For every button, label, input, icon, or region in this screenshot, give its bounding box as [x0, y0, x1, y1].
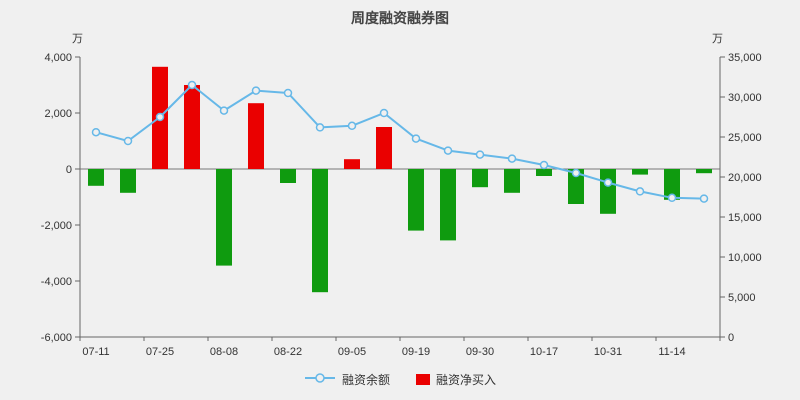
- chart-legend: 融资余额 融资净买入: [0, 371, 800, 388]
- x-tick-label: 10-17: [530, 346, 558, 358]
- line-point-08-08: [219, 106, 229, 115]
- legend-item-financing-balance[interactable]: 融资余额: [304, 371, 390, 388]
- bar-07-11: [88, 169, 104, 186]
- legend-item-net-buy[interactable]: 融资净买入: [416, 371, 496, 388]
- left-axis-unit-label: 万: [72, 33, 83, 45]
- bar-10-31: [600, 169, 616, 214]
- line-point-11-07: [635, 187, 645, 196]
- right-tick-label: 5,000: [728, 292, 756, 304]
- bar-08-22: [280, 169, 296, 183]
- bar-07-18: [120, 169, 136, 193]
- chart-title: 周度融资融券图: [351, 10, 449, 26]
- left-tick-label: 0: [66, 164, 72, 176]
- left-tick-label: 4,000: [44, 52, 72, 64]
- left-tick-label: -2,000: [41, 220, 72, 232]
- line-point-10-31: [603, 178, 613, 187]
- x-tick-label: 08-08: [210, 346, 238, 358]
- line-point-11-14: [667, 193, 677, 203]
- x-tick-label: 10-31: [594, 346, 622, 358]
- left-tick-label: -6,000: [41, 332, 72, 344]
- line-marker-icon: [304, 372, 336, 387]
- line-point-09-05: [347, 121, 357, 131]
- bar-09-30: [472, 169, 488, 188]
- bar-marker-icon: [416, 374, 430, 385]
- legend-label-financing-balance: 融资余额: [341, 373, 390, 387]
- line-point-09-30: [475, 150, 485, 159]
- right-tick-label: 15,000: [728, 212, 762, 224]
- line-point-08-22: [283, 88, 293, 98]
- right-tick-label: 10,000: [728, 252, 762, 264]
- right-tick-label: 20,000: [728, 172, 762, 184]
- bar-series-net-buy: [88, 66, 712, 293]
- bar-09-12: [376, 127, 392, 169]
- bar-11-14: [664, 169, 680, 200]
- x-tick-label: 07-25: [146, 346, 174, 358]
- bar-11-07: [632, 169, 648, 175]
- line-point-07-11: [91, 127, 101, 137]
- line-point-11-21: [699, 194, 709, 203]
- line-point-09-19: [411, 134, 421, 143]
- line-point-09-12: [379, 108, 389, 118]
- line-point-10-10: [507, 154, 517, 163]
- right-tick-label: 0: [728, 332, 734, 344]
- x-tick-label: 09-19: [402, 346, 430, 358]
- line-series-financing-balance: [91, 80, 709, 203]
- line-point-08-29: [315, 123, 325, 132]
- bar-08-15: [248, 103, 264, 169]
- line-point-08-15: [251, 86, 261, 95]
- x-tick-label: 08-22: [274, 346, 302, 358]
- left-tick-label: 2,000: [44, 108, 72, 120]
- axis-labels: 4,000 2,000 0 -2,000 -4,000 -6,000 35,000 30,00…: [41, 52, 762, 358]
- legend-label-net-buy: 融资净买入: [436, 373, 497, 387]
- axes: [75, 56, 725, 341]
- line-point-10-17: [539, 160, 549, 170]
- x-tick-label: 11-14: [658, 346, 685, 358]
- bar-09-26: [440, 169, 456, 241]
- bar-08-29: [312, 169, 328, 293]
- x-tick-label: 07-11: [82, 346, 109, 358]
- bar-10-10: [504, 169, 520, 193]
- right-tick-label: 35,000: [728, 52, 762, 64]
- right-axis-unit-label: 万: [712, 33, 723, 45]
- line-point-10-24: [571, 168, 581, 178]
- bar-09-05: [344, 159, 360, 169]
- line-point-07-25: [155, 112, 165, 122]
- bar-10-24: [568, 169, 584, 204]
- bar-08-08: [216, 169, 232, 266]
- bar-08-01: [184, 85, 200, 169]
- x-tick-label: 09-30: [466, 346, 494, 358]
- line-point-09-26: [443, 146, 453, 155]
- line-point-07-18: [123, 136, 133, 146]
- right-tick-label: 30,000: [728, 92, 762, 104]
- left-tick-label: -4,000: [41, 276, 72, 288]
- right-tick-label: 25,000: [728, 132, 762, 144]
- x-tick-label: 09-05: [338, 346, 366, 358]
- bar-10-17: [536, 169, 552, 176]
- bar-09-19: [408, 169, 424, 231]
- bar-11-21: [696, 169, 712, 174]
- line-point-08-01: [187, 80, 197, 90]
